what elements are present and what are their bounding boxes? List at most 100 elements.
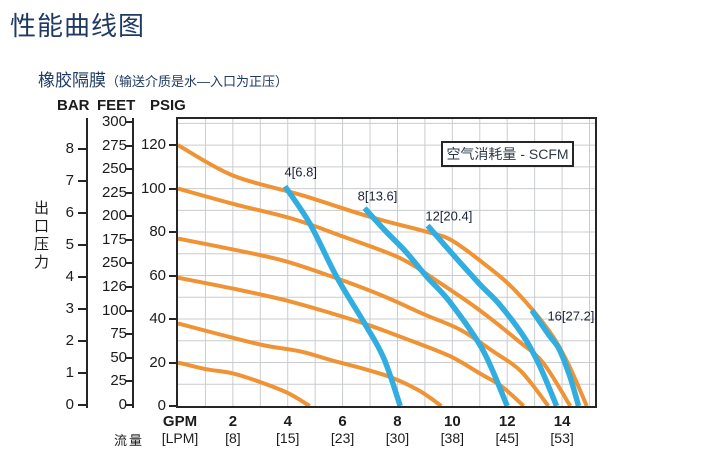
bar-axis-line xyxy=(86,118,88,408)
bar-tick-mark xyxy=(78,212,86,214)
feet-tick-label: 126 xyxy=(101,278,127,296)
psig-tick-label: 40 xyxy=(149,310,166,328)
air-curve-label-12: 12[20.4] xyxy=(425,208,473,224)
bar-tick-mark xyxy=(78,244,86,246)
feet-tick-mark xyxy=(125,121,132,123)
feet-tick-mark xyxy=(125,168,132,171)
air-consumption-4-scfm xyxy=(282,184,403,406)
psig-tick-mark xyxy=(169,231,176,234)
x-tick-lpm-label: [53] xyxy=(550,430,574,446)
psig-tick-mark xyxy=(169,361,176,364)
psig-tick-mark xyxy=(169,318,176,321)
feet-tick-label: 225 xyxy=(101,183,127,201)
feet-tick-label: 175 xyxy=(101,230,127,248)
feet-tick-mark xyxy=(125,380,132,383)
legend-box: 空气消耗量 - SCFM xyxy=(441,141,574,167)
flow-axis-label: 流量 xyxy=(113,433,144,448)
x-tick-gpm-label: 6 xyxy=(338,413,347,430)
feet-tick-label: 75 xyxy=(110,325,127,343)
bar-tick-mark xyxy=(78,308,86,310)
psig-tick-label: 100 xyxy=(140,179,166,197)
psig-tick-mark xyxy=(169,274,176,277)
psig-tick-mark xyxy=(169,144,176,147)
x-tick-gpm-label: 4 xyxy=(283,413,292,430)
air-consumption-12-scfm xyxy=(425,223,560,406)
feet-tick-mark xyxy=(125,403,132,406)
chart-subtitle: 橡胶隔膜（输送介质是水—入口为正压） xyxy=(38,66,288,91)
x-tick-gpm-label: 14 xyxy=(553,413,571,430)
pressure-curve-60psig xyxy=(178,275,526,406)
air-curve-label-4: 4[6.8] xyxy=(284,164,317,180)
x-tick-lpm-label: [23] xyxy=(330,430,355,446)
bar-tick-mark xyxy=(78,148,86,150)
feet-tick-label: 275 xyxy=(101,136,127,154)
psig-tick-mark xyxy=(169,187,176,190)
psig-tick-label: 20 xyxy=(149,353,166,371)
x-tick-lpm-label: [38] xyxy=(440,430,464,446)
pressure-curve-40psig xyxy=(178,321,443,406)
subtitle-membrane-type: 橡胶隔膜 xyxy=(38,71,106,90)
feet-tick-label: 250 xyxy=(101,254,127,272)
x-tick-lpm-label: [45] xyxy=(495,430,519,446)
bar-tick-label: 8 xyxy=(65,140,74,157)
legend-label: 空气消耗量 - SCFM xyxy=(446,146,569,162)
feet-tick-mark xyxy=(125,215,132,218)
psig-tick-mark xyxy=(169,405,176,407)
feet-tick-label: 300 xyxy=(101,113,127,130)
x-tick-lpm-label: [15] xyxy=(276,430,300,446)
psig-tick-label: 120 xyxy=(140,136,166,154)
psig-tick-label: 60 xyxy=(149,266,166,284)
air-consumption-16-scfm xyxy=(529,308,582,406)
subtitle-condition-note: （输送介质是水—入口为正压） xyxy=(106,74,289,89)
bar-tick-label: 6 xyxy=(65,204,74,221)
y-axis-title: 出口压力 xyxy=(32,200,49,272)
feet-tick-mark xyxy=(125,356,132,359)
x-tick-gpm-label: 2 xyxy=(228,413,238,430)
x-tick-gpm-label: 12 xyxy=(498,413,516,430)
bar-tick-label: 7 xyxy=(65,172,74,189)
chart-area: 空气消耗量 - SCFM 4[6.8] 8[13.6] 12[20.4] 16[27.… xyxy=(176,117,597,408)
unit-header-psig: PSIG xyxy=(150,97,186,114)
x-axis-unit-gpm: GPM xyxy=(162,413,198,430)
feet-tick-label: 0 xyxy=(118,395,127,413)
feet-tick-mark xyxy=(125,191,132,194)
feet-tick-label: 100 xyxy=(101,301,127,319)
bar-tick-label: 5 xyxy=(65,236,74,253)
x-tick-lpm-label: [8] xyxy=(225,430,241,446)
air-consumption-8-scfm xyxy=(362,206,510,406)
bar-tick-mark xyxy=(78,404,86,406)
feet-tick-mark xyxy=(125,238,132,241)
feet-tick-label: 200 xyxy=(101,207,127,225)
feet-tick-label: 50 xyxy=(110,348,127,366)
feet-tick-mark xyxy=(125,144,132,147)
x-tick-lpm-label: [30] xyxy=(385,430,410,446)
bar-tick-label: 1 xyxy=(65,364,74,381)
air-curve-label-8: 8[13.6] xyxy=(357,188,398,204)
bar-tick-label: 0 xyxy=(65,396,74,413)
bar-tick-mark xyxy=(78,372,86,374)
x-tick-gpm-label: 8 xyxy=(393,413,402,430)
feet-tick-mark xyxy=(125,333,132,336)
feet-tick-label: 250 xyxy=(101,160,127,178)
bar-tick-label: 2 xyxy=(65,332,74,349)
x-tick-gpm-label: 10 xyxy=(443,413,461,430)
feet-tick-mark xyxy=(125,286,132,289)
psig-tick-label: 0 xyxy=(157,397,166,414)
bar-tick-mark xyxy=(78,180,86,182)
feet-tick-label: 25 xyxy=(110,372,127,390)
pressure-curve-80psig xyxy=(178,236,550,406)
unit-header-bar: BAR xyxy=(57,97,90,114)
feet-tick-mark xyxy=(125,309,132,312)
bar-tick-label: 3 xyxy=(65,300,74,317)
feet-tick-mark xyxy=(125,262,132,265)
psig-tick-label: 80 xyxy=(149,223,166,241)
pressure-curve-20psig xyxy=(178,360,311,406)
bar-tick-label: 4 xyxy=(65,268,74,285)
air-curve-label-16: 16[27.2] xyxy=(547,308,595,324)
x-axis-unit-lpm: [LPM] xyxy=(161,430,199,446)
page-title: 性能曲线图 xyxy=(10,11,146,41)
feet-axis-line xyxy=(132,118,134,408)
bar-tick-mark xyxy=(78,276,86,278)
unit-header-feet: FEET xyxy=(97,97,136,114)
